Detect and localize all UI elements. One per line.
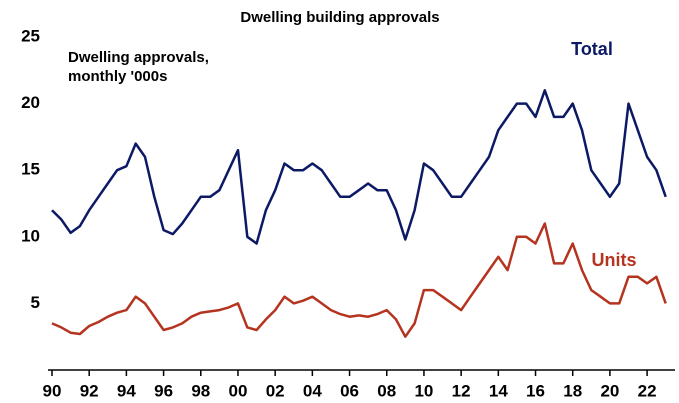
x-tick-label: 90 [43, 381, 62, 400]
x-tick-label: 16 [526, 381, 545, 400]
x-tick-label: 10 [414, 381, 433, 400]
x-tick-label: 22 [638, 381, 657, 400]
x-tick-label: 02 [266, 381, 285, 400]
line [51, 222, 667, 338]
x-tick-label: 06 [340, 381, 359, 400]
x-tick-label: 08 [377, 381, 396, 400]
y-tick-label: 15 [21, 160, 40, 179]
legend-label: Units [592, 250, 637, 270]
x-tick-label: 04 [303, 381, 322, 400]
y-tick-label: 10 [21, 226, 40, 245]
x-tick-label: 20 [600, 381, 619, 400]
x-tick-label: 18 [563, 381, 582, 400]
x-tick-label: 14 [489, 381, 508, 400]
y-tick-label: 5 [31, 293, 40, 312]
x-tick-label: 98 [191, 381, 210, 400]
chart-title: Dwelling building approvals [240, 9, 439, 26]
x-tick-label: 00 [229, 381, 248, 400]
annotation: monthly '000s [68, 68, 167, 85]
y-tick-label: 20 [21, 93, 40, 112]
x-tick-label: 94 [117, 381, 136, 400]
line [51, 89, 667, 245]
x-tick-label: 92 [80, 381, 99, 400]
legend-label: Total [571, 39, 613, 59]
x-tick-label: 96 [154, 381, 173, 400]
x-tick-label: 12 [452, 381, 471, 400]
annotation: Dwelling approvals, [68, 49, 209, 66]
y-tick-label: 25 [21, 26, 40, 45]
